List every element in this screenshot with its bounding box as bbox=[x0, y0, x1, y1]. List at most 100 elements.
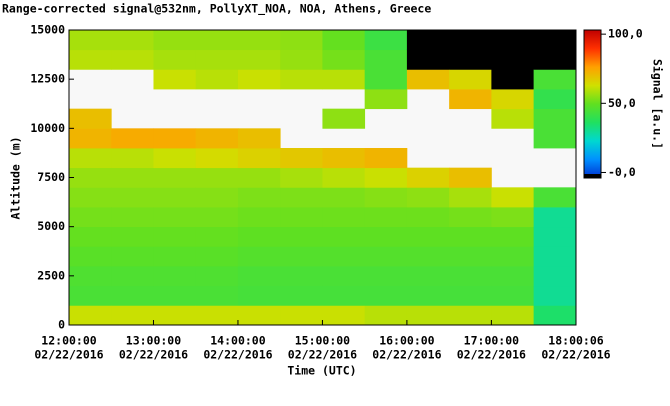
heatmap-cell bbox=[237, 246, 281, 267]
heatmap-cell bbox=[69, 285, 112, 306]
heatmap-cell bbox=[491, 226, 535, 247]
heatmap-cell bbox=[69, 305, 112, 326]
heatmap-cell bbox=[111, 30, 154, 51]
colorbar-label: Signal [a.u.] bbox=[651, 59, 665, 149]
heatmap-cell bbox=[364, 30, 408, 51]
heatmap-cell bbox=[322, 187, 366, 208]
heatmap-cell bbox=[280, 285, 323, 306]
heatmap-cell bbox=[491, 108, 535, 129]
y-tick-label: 7500 bbox=[37, 170, 65, 184]
heatmap-cell bbox=[449, 305, 492, 326]
heatmap-cell bbox=[491, 30, 535, 51]
colorbar bbox=[583, 29, 602, 179]
y-tick-label: 5000 bbox=[37, 219, 65, 233]
heatmap-cell bbox=[491, 305, 535, 326]
heatmap-cell bbox=[69, 108, 112, 129]
heatmap-cell bbox=[280, 207, 323, 228]
heatmap-cell bbox=[364, 167, 408, 188]
heatmap-cell bbox=[533, 30, 577, 51]
heatmap-cell bbox=[533, 266, 577, 287]
heatmap-cell bbox=[533, 305, 577, 326]
heatmap-cell bbox=[195, 148, 239, 169]
heatmap-cell bbox=[111, 167, 154, 188]
heatmap-cell bbox=[153, 266, 197, 287]
heatmap-cell bbox=[449, 285, 492, 306]
heatmap-cell bbox=[449, 187, 492, 208]
heatmap-cell bbox=[364, 187, 408, 208]
heatmap-cell bbox=[280, 246, 323, 267]
heatmap-cell bbox=[237, 266, 281, 287]
heatmap-cell bbox=[69, 207, 112, 228]
heatmap-cell bbox=[195, 266, 239, 287]
heatmap-cell bbox=[153, 187, 197, 208]
y-tick-label: 15000 bbox=[30, 23, 65, 37]
heatmap-cell bbox=[364, 246, 408, 267]
heatmap-cell bbox=[533, 128, 577, 149]
heatmap-cell bbox=[237, 285, 281, 306]
heatmap-cell bbox=[322, 108, 366, 129]
heatmap-cell bbox=[69, 167, 112, 188]
x-tick-date: 02/22/2016 bbox=[457, 348, 526, 362]
y-tick-label: 0 bbox=[58, 318, 65, 332]
heatmap-cell bbox=[491, 49, 535, 70]
heatmap-cell bbox=[237, 69, 281, 90]
heatmap-cell bbox=[280, 148, 323, 169]
heatmap-cell bbox=[195, 305, 239, 326]
y-tick-label: 12500 bbox=[30, 72, 65, 86]
x-tick-label: 14:00:00 bbox=[210, 334, 265, 348]
heatmap-cell bbox=[322, 69, 366, 90]
heatmap-cell bbox=[280, 266, 323, 287]
heatmap-cell bbox=[533, 49, 577, 70]
heatmap-cell bbox=[322, 148, 366, 169]
heatmap-cell bbox=[449, 49, 492, 70]
heatmap-cell bbox=[533, 89, 577, 110]
heatmap-cell bbox=[533, 246, 577, 267]
colorbar-tick-label: 100,0 bbox=[608, 27, 643, 41]
heatmap-cell bbox=[406, 69, 450, 90]
heatmap-cell bbox=[533, 285, 577, 306]
heatmap-cell bbox=[491, 89, 535, 110]
heatmap-cell bbox=[364, 266, 408, 287]
heatmap-cell bbox=[322, 266, 366, 287]
heatmap-cell bbox=[406, 187, 450, 208]
heatmap-cell bbox=[195, 128, 239, 149]
heatmap-cell bbox=[280, 69, 323, 90]
heatmap-cell bbox=[111, 187, 154, 208]
heatmap-cell bbox=[533, 108, 577, 129]
heatmap-cell bbox=[322, 30, 366, 51]
heatmap-cell bbox=[406, 266, 450, 287]
colorbar-under bbox=[584, 174, 601, 178]
heatmap-cell bbox=[195, 246, 239, 267]
y-axis-label: Altitude (m) bbox=[9, 136, 23, 219]
heatmap-cell bbox=[237, 30, 281, 51]
heatmap-cell bbox=[449, 266, 492, 287]
x-tick-date: 02/22/2016 bbox=[541, 348, 610, 362]
heatmap-cell bbox=[153, 167, 197, 188]
heatmap-cell bbox=[533, 187, 577, 208]
heatmap-cell bbox=[491, 285, 535, 306]
heatmap-cell bbox=[364, 207, 408, 228]
colorbar-tick-label: -0,0 bbox=[608, 165, 636, 179]
heatmap-cell bbox=[406, 207, 450, 228]
heatmap-cell bbox=[364, 148, 408, 169]
heatmap-cell bbox=[322, 305, 366, 326]
heatmap-cell bbox=[364, 285, 408, 306]
heatmap-cell bbox=[449, 207, 492, 228]
heatmap-cell bbox=[111, 226, 154, 247]
heatmap-cell bbox=[364, 49, 408, 70]
heatmap-cell bbox=[491, 69, 535, 90]
heatmap-cell bbox=[69, 128, 112, 149]
heatmap-cell bbox=[69, 49, 112, 70]
heatmap-cell bbox=[491, 207, 535, 228]
heatmap-cell bbox=[111, 266, 154, 287]
heatmap-cell bbox=[280, 49, 323, 70]
heatmap-cell bbox=[364, 305, 408, 326]
heatmap-cell bbox=[406, 285, 450, 306]
heatmap-cell bbox=[491, 187, 535, 208]
heatmap-cell bbox=[533, 69, 577, 90]
heatmap-cell bbox=[237, 226, 281, 247]
heatmap-cell bbox=[153, 30, 197, 51]
heatmap-cell bbox=[195, 167, 239, 188]
heatmap-cell bbox=[237, 167, 281, 188]
